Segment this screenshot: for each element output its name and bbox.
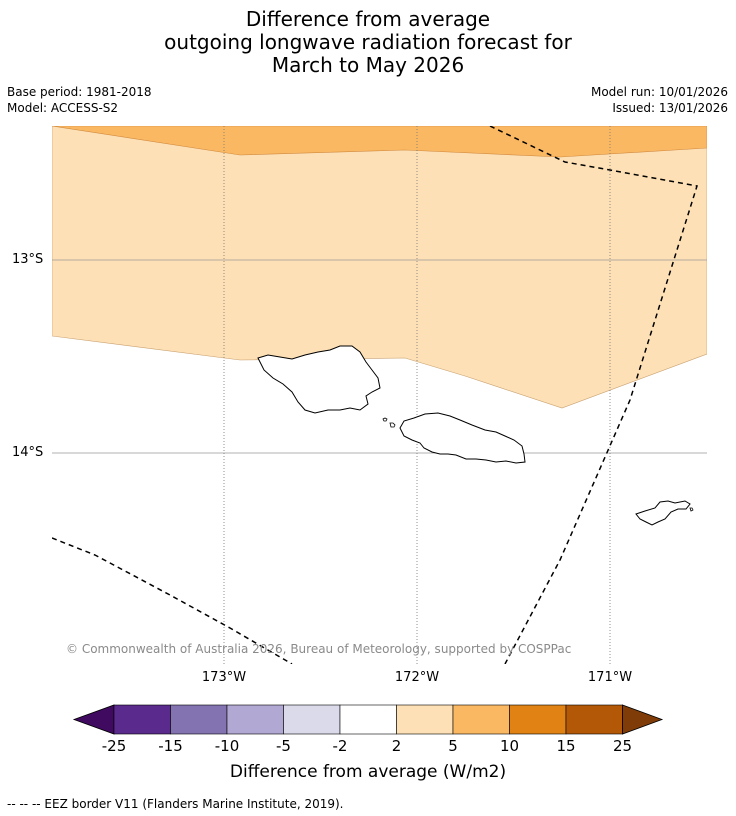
colorbar-tick-label: -5 xyxy=(276,737,291,755)
lon-label-171w: 171°W xyxy=(587,670,633,685)
title-line-3: March to May 2026 xyxy=(271,53,465,77)
island-savaii xyxy=(257,345,381,414)
colorbar-tick-label: 2 xyxy=(391,737,402,755)
colorbar-tick-label: 5 xyxy=(448,737,458,755)
issued-date: Issued: 13/01/2026 xyxy=(612,101,728,115)
lon-label-173w: 173°W xyxy=(201,670,247,685)
colorbar-segment xyxy=(452,704,510,735)
lat-label-13s: 13°S xyxy=(12,252,44,267)
copyright-notice: © Commonwealth of Australia 2026, Bureau… xyxy=(66,642,572,656)
anomaly-region-5-to-10 xyxy=(52,126,707,158)
island-tutuila xyxy=(635,500,691,526)
chart-title: Difference from average outgoing longwav… xyxy=(0,8,736,77)
meta-right: Model run: 10/01/2026 Issued: 13/01/2026 xyxy=(591,84,728,116)
colorbar xyxy=(72,704,664,735)
colorbar-extend-high xyxy=(622,704,664,735)
colorbar-tick-label: 10 xyxy=(499,737,520,755)
colorbar-segment xyxy=(565,704,623,735)
colorbar-title: Difference from average (W/m2) xyxy=(229,762,507,782)
eez-border-southwest xyxy=(52,537,293,664)
colorbar-segment xyxy=(283,704,341,735)
lon-label-172w: 172°W xyxy=(394,670,440,685)
colorbar-tick-label: -10 xyxy=(214,737,240,755)
island-upolu xyxy=(399,412,526,464)
meta-left: Base period: 1981-2018 Model: ACCESS-S2 xyxy=(7,84,152,116)
anomaly-region-2-to-5 xyxy=(52,126,707,409)
colorbar-tick-label: 25 xyxy=(612,737,633,755)
eez-legend: -- -- -- EEZ border V11 (Flanders Marine… xyxy=(7,797,344,811)
colorbar-segment xyxy=(113,704,171,735)
colorbar-segment xyxy=(396,704,454,735)
colorbar-segment xyxy=(226,704,284,735)
island-aunuu xyxy=(689,507,694,512)
colorbar-tick-label: -25 xyxy=(101,737,127,755)
colorbar-segment xyxy=(170,704,228,735)
colorbar-tick-label: -2 xyxy=(332,737,348,755)
title-line-2: outgoing longwave radiation forecast for xyxy=(164,30,572,54)
colorbar-tick-label: -15 xyxy=(158,737,183,755)
model-name: Model: ACCESS-S2 xyxy=(7,101,119,115)
title-line-1: Difference from average xyxy=(245,7,491,31)
colorbar-tick-label: 15 xyxy=(556,737,576,755)
lat-label-14s: 14°S xyxy=(12,445,44,460)
island-manono xyxy=(389,422,396,428)
colorbar-segment xyxy=(339,704,397,735)
base-period: Base period: 1981-2018 xyxy=(7,85,152,99)
eez-border-north xyxy=(489,126,698,664)
island-apolima xyxy=(382,417,388,422)
map-area xyxy=(52,126,707,664)
model-run: Model run: 10/01/2026 xyxy=(590,85,728,99)
colorbar-extend-low xyxy=(72,704,115,735)
colorbar-segment xyxy=(509,704,567,735)
